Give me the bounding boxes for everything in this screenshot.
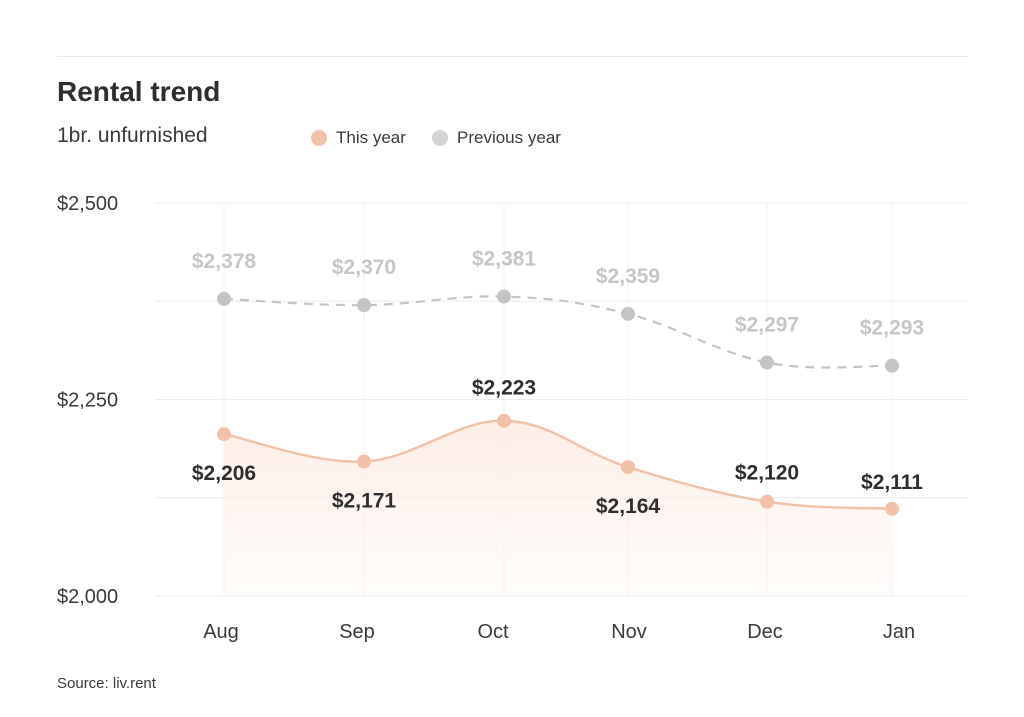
data-label-this-year: $2,111 bbox=[861, 471, 923, 494]
data-label-previous-year: $2,359 bbox=[596, 265, 660, 288]
x-tick-label: Nov bbox=[611, 621, 647, 643]
point-this-year bbox=[760, 494, 774, 509]
series-line-this-year bbox=[223, 419, 893, 510]
series-line-previous-year bbox=[223, 295, 893, 369]
point-previous-year bbox=[497, 289, 511, 304]
data-label-previous-year: $2,293 bbox=[860, 317, 924, 340]
x-tick-label: Aug bbox=[203, 621, 239, 643]
point-this-year bbox=[217, 427, 231, 442]
legend-label-previous-year: Previous year bbox=[457, 128, 561, 147]
data-label-previous-year: $2,297 bbox=[735, 314, 799, 337]
point-this-year bbox=[621, 460, 635, 475]
point-previous-year bbox=[217, 291, 231, 306]
point-previous-year bbox=[357, 298, 371, 313]
source-note: Source: liv.rent bbox=[57, 675, 156, 692]
area-this-year bbox=[224, 420, 892, 596]
data-label-this-year: $2,206 bbox=[192, 462, 256, 485]
x-tick-label: Jan bbox=[883, 621, 915, 643]
legend-label-this-year: This year bbox=[336, 128, 406, 147]
chart-title: Rental trend bbox=[57, 76, 221, 107]
data-label-this-year: $2,120 bbox=[735, 462, 799, 485]
chart-subtitle: 1br. unfurnished bbox=[57, 124, 208, 147]
y-tick-label: $2,250 bbox=[57, 390, 118, 412]
point-this-year bbox=[357, 454, 371, 469]
data-label-previous-year: $2,370 bbox=[332, 256, 396, 279]
top-divider bbox=[57, 56, 968, 57]
legend-swatch-this-year bbox=[311, 130, 327, 146]
data-label-previous-year: $2,381 bbox=[472, 248, 537, 271]
point-previous-year bbox=[621, 306, 635, 321]
data-label-previous-year: $2,378 bbox=[192, 250, 257, 273]
data-label-this-year: $2,171 bbox=[332, 490, 397, 513]
data-label-this-year: $2,223 bbox=[472, 377, 536, 400]
y-tick-label: $2,500 bbox=[57, 193, 118, 215]
x-tick-label: Sep bbox=[339, 621, 375, 643]
point-this-year bbox=[497, 413, 511, 428]
legend-item-previous-year: Previous year bbox=[432, 128, 561, 148]
point-previous-year bbox=[760, 355, 774, 370]
x-tick-label: Dec bbox=[747, 621, 783, 643]
legend-swatch-previous-year bbox=[432, 130, 448, 146]
data-label-this-year: $2,164 bbox=[596, 495, 661, 518]
x-tick-label: Oct bbox=[477, 621, 509, 643]
legend-item-this-year: This year bbox=[311, 128, 406, 148]
y-tick-label: $2,000 bbox=[57, 586, 118, 608]
point-this-year bbox=[885, 501, 899, 516]
point-previous-year bbox=[885, 358, 899, 373]
